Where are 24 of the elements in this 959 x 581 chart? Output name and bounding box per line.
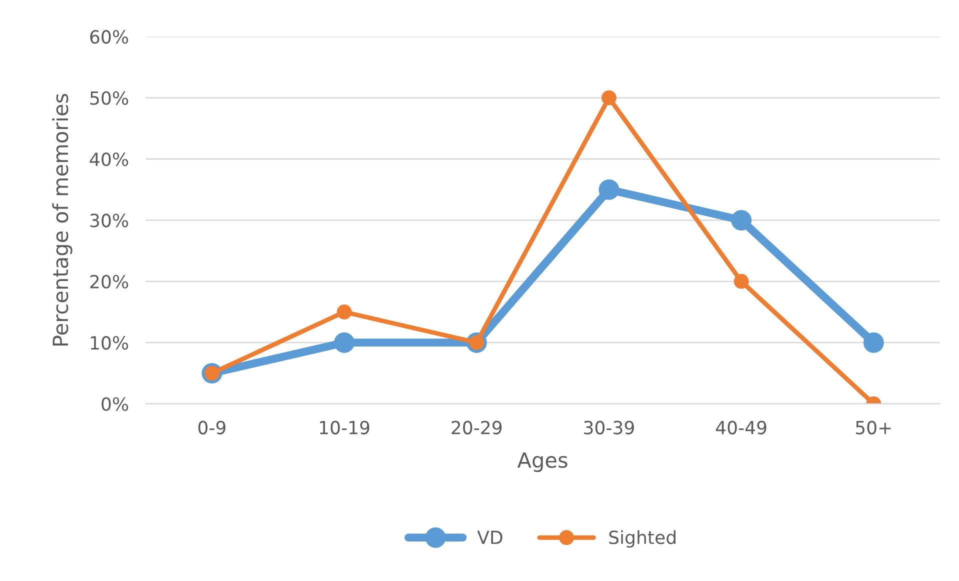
point <box>598 179 620 200</box>
x-tick-label: 10-19 <box>320 420 370 434</box>
y-tick-label: 20% <box>90 274 128 289</box>
point <box>602 90 616 106</box>
y-tick-label: 40% <box>90 152 128 166</box>
point <box>734 274 749 289</box>
y-tick-label: 10% <box>90 336 128 350</box>
point <box>731 210 752 230</box>
y-tick-label: 50% <box>90 91 128 105</box>
point <box>863 332 884 353</box>
y-tick-label: 0% <box>102 397 128 411</box>
x-tick-label: 0-9 <box>198 420 226 434</box>
legend-label: Sighted <box>609 530 676 548</box>
legend-label: VD <box>477 530 502 544</box>
x-axis-title: Ages <box>517 452 568 472</box>
x-tick-label: 40-49 <box>716 420 766 434</box>
x-tick-label: 30-39 <box>584 420 634 434</box>
point <box>336 304 352 320</box>
y-tick-label: 30% <box>90 214 128 228</box>
point <box>334 332 355 353</box>
y-axis-title: Percentage of memories <box>52 94 72 346</box>
x-tick-label: 50+ <box>856 420 891 434</box>
x-tick-label: 20-29 <box>452 420 502 434</box>
y-tick-label: 60% <box>90 30 128 44</box>
